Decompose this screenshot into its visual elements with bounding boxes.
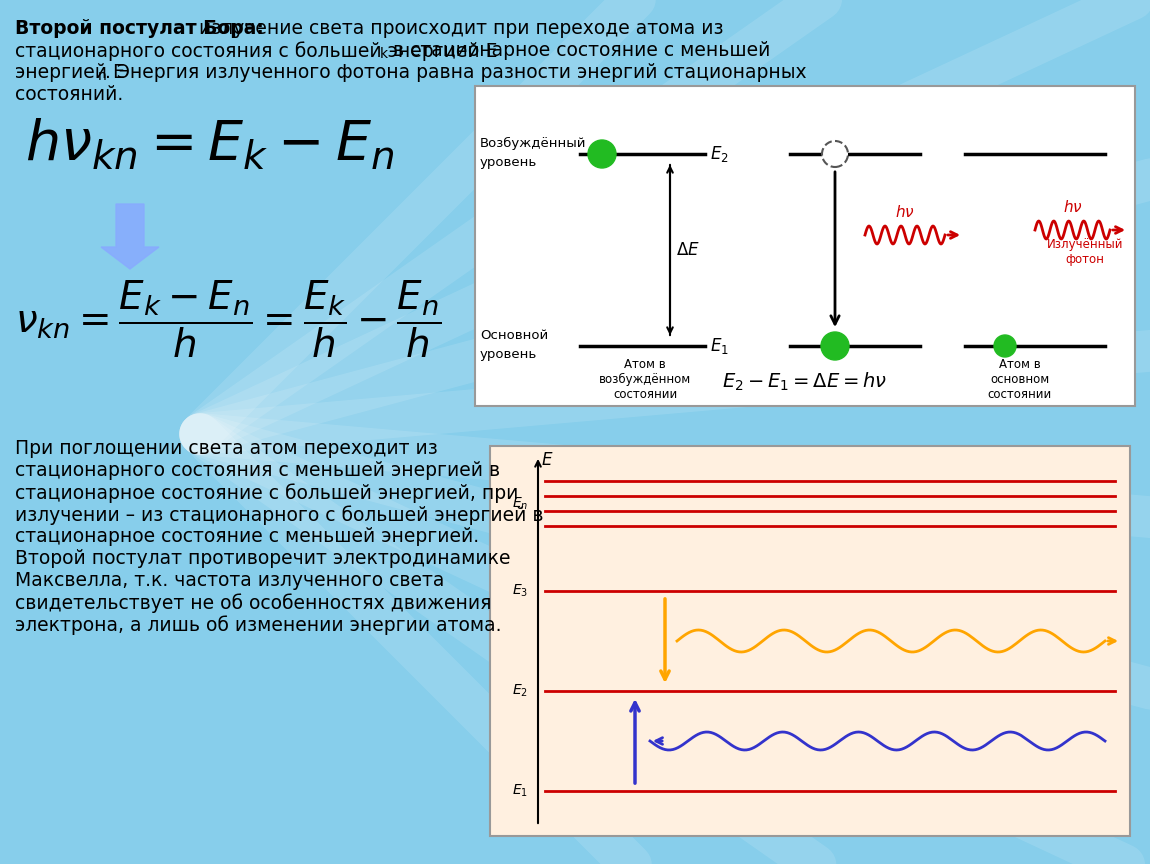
Text: n: n bbox=[98, 69, 107, 83]
Text: уровень: уровень bbox=[480, 348, 537, 361]
Text: $h\nu$: $h\nu$ bbox=[1063, 199, 1082, 215]
Text: Атом в
основном
состоянии: Атом в основном состоянии bbox=[988, 358, 1052, 401]
Text: $E_1$: $E_1$ bbox=[512, 783, 528, 799]
Text: k: k bbox=[380, 47, 389, 61]
Text: $h\nu$: $h\nu$ bbox=[895, 204, 915, 220]
FancyBboxPatch shape bbox=[475, 86, 1135, 406]
Text: стационарное состояние с меньшей энергией.: стационарное состояние с меньшей энергие… bbox=[15, 527, 480, 546]
Text: стационарного состояния с большей энергией E: стационарного состояния с большей энерги… bbox=[15, 41, 498, 60]
Text: энергией E: энергией E bbox=[15, 63, 125, 82]
Text: E: E bbox=[542, 451, 552, 469]
Text: свидетельствует не об особенностях движения: свидетельствует не об особенностях движе… bbox=[15, 593, 491, 613]
Text: Максвелла, т.к. частота излученного света: Максвелла, т.к. частота излученного свет… bbox=[15, 571, 444, 590]
Text: Второй постулат Бора:: Второй постулат Бора: bbox=[15, 19, 263, 38]
Text: $E_1$: $E_1$ bbox=[710, 336, 729, 356]
Text: $E_2$: $E_2$ bbox=[512, 683, 528, 699]
Text: состояний.: состояний. bbox=[15, 85, 123, 104]
Text: $\Delta E$: $\Delta E$ bbox=[676, 241, 700, 259]
Text: излучении – из стационарного с большей энергией в: излучении – из стационарного с большей э… bbox=[15, 505, 544, 524]
Text: $E_3$: $E_3$ bbox=[512, 583, 528, 600]
Text: излучение света происходит при переходе атома из: излучение света происходит при переходе … bbox=[193, 19, 723, 38]
Circle shape bbox=[821, 332, 849, 360]
Text: $E_2$: $E_2$ bbox=[710, 144, 729, 164]
Text: Второй постулат противоречит электродинамике: Второй постулат противоречит электродина… bbox=[15, 549, 511, 568]
Text: $E_n$: $E_n$ bbox=[512, 495, 528, 511]
Circle shape bbox=[822, 141, 848, 167]
Text: . Энергия излученного фотона равна разности энергий стационарных: . Энергия излученного фотона равна разно… bbox=[105, 63, 806, 82]
Text: Излучённый
фотон: Излучённый фотон bbox=[1046, 238, 1124, 266]
FancyBboxPatch shape bbox=[490, 446, 1130, 836]
Text: Основной: Основной bbox=[480, 329, 549, 342]
Text: стационарного состояния с меньшей энергией в: стационарного состояния с меньшей энерги… bbox=[15, 461, 500, 480]
Circle shape bbox=[994, 335, 1015, 357]
Text: стационарное состояние с большей энергией, при: стационарное состояние с большей энергие… bbox=[15, 483, 519, 503]
Circle shape bbox=[588, 140, 616, 168]
Text: Возбуждённый: Возбуждённый bbox=[480, 137, 586, 150]
Text: в стационарное состояние с меньшей: в стационарное состояние с меньшей bbox=[388, 41, 770, 60]
Text: $\nu_{kn} = \dfrac{E_k - E_n}{h} = \dfrac{E_k}{h} - \dfrac{E_n}{h}$: $\nu_{kn} = \dfrac{E_k - E_n}{h} = \dfra… bbox=[15, 278, 442, 359]
Text: Атом в
возбуждённом
состоянии: Атом в возбуждённом состоянии bbox=[599, 358, 691, 401]
Text: уровень: уровень bbox=[480, 156, 537, 169]
Text: $E_2 - E_1 = \Delta E = h\nu$: $E_2 - E_1 = \Delta E = h\nu$ bbox=[722, 371, 888, 393]
FancyArrow shape bbox=[101, 204, 159, 269]
Text: При поглощении света атом переходит из: При поглощении света атом переходит из bbox=[15, 439, 438, 458]
Text: $h\nu_{kn} = E_k - E_n$: $h\nu_{kn} = E_k - E_n$ bbox=[25, 117, 394, 171]
Text: электрона, а лишь об изменении энергии атома.: электрона, а лишь об изменении энергии а… bbox=[15, 615, 501, 635]
